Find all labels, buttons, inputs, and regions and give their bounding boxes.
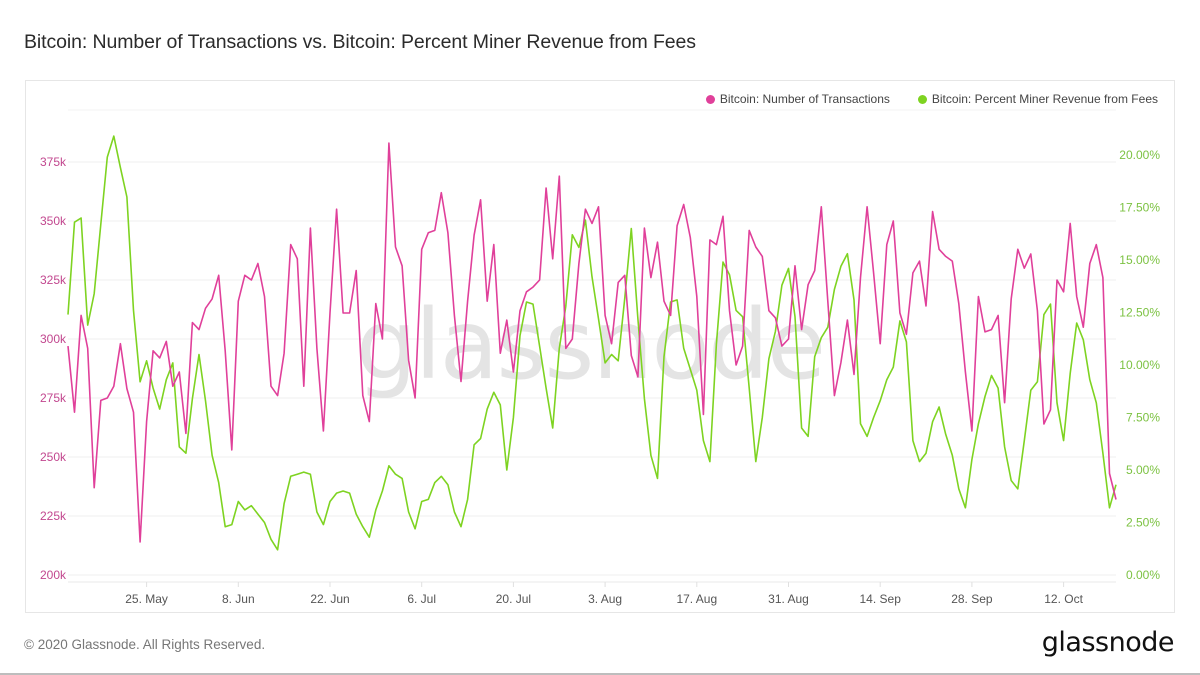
x-axis-tick-label: 25. May bbox=[125, 592, 168, 606]
right-axis-tick-label: 15.00% bbox=[1119, 253, 1160, 267]
x-axis-tick-label: 8. Jun bbox=[222, 592, 255, 606]
x-axis-tick-label: 6. Jul bbox=[407, 592, 436, 606]
right-axis-tick-label: 7.50% bbox=[1126, 411, 1160, 425]
x-axis-ticks: 25. May 8. Jun 22. Jun 6. Jul 20. Jul 3. Aug 1… bbox=[125, 582, 1084, 606]
right-axis-tick-label: 0.00% bbox=[1126, 568, 1160, 582]
x-axis-tick-label: 12. Oct bbox=[1044, 592, 1083, 606]
left-axis-tick-label: 225k bbox=[40, 509, 67, 523]
left-axis-tick-label: 200k bbox=[40, 568, 67, 582]
legend-label-fees: Bitcoin: Percent Miner Revenue from Fees bbox=[931, 92, 1158, 106]
x-axis-tick-label: 20. Jul bbox=[496, 592, 531, 606]
glassnode-logo[interactable]: glassnode bbox=[1041, 627, 1175, 658]
right-axis-tick-label: 17.50% bbox=[1119, 201, 1160, 215]
right-axis-tick-label: 10.00% bbox=[1119, 358, 1160, 372]
left-axis-tick-label: 375k bbox=[40, 155, 67, 169]
legend-label-transactions: Bitcoin: Number of Transactions bbox=[719, 92, 890, 106]
x-axis-tick-label: 28. Sep bbox=[951, 592, 993, 606]
chart-title: Bitcoin: Number of Transactions vs. Bitc… bbox=[24, 31, 696, 53]
x-axis-tick-label: 3. Aug bbox=[588, 592, 622, 606]
right-axis-tick-label: 20.00% bbox=[1119, 148, 1160, 162]
left-axis-tick-label: 275k bbox=[40, 391, 67, 405]
right-axis-tick-label: 12.50% bbox=[1119, 306, 1160, 320]
watermark: glassnode bbox=[356, 289, 824, 401]
left-axis-ticks: 200k 225k 250k 275k 300k 325k 350k 375k bbox=[40, 155, 67, 582]
chart-frame bbox=[25, 80, 1175, 613]
x-axis-tick-label: 14. Sep bbox=[860, 592, 902, 606]
x-axis-tick-label: 31. Aug bbox=[768, 592, 809, 606]
left-axis-tick-label: 300k bbox=[40, 332, 67, 346]
series-line-transactions bbox=[67, 142, 1117, 543]
right-axis-tick-label: 2.50% bbox=[1126, 516, 1160, 530]
left-axis-tick-label: 250k bbox=[40, 450, 67, 464]
right-axis-tick-label: 5.00% bbox=[1126, 463, 1160, 477]
x-axis-tick-label: 17. Aug bbox=[676, 592, 717, 606]
series-lines bbox=[67, 135, 1117, 551]
chart-legend: Bitcoin: Number of Transactions Bitcoin:… bbox=[705, 92, 1158, 106]
copyright-text: © 2020 Glassnode. All Rights Reserved. bbox=[24, 637, 266, 652]
legend-item-fees[interactable]: Bitcoin: Percent Miner Revenue from Fees bbox=[917, 92, 1158, 106]
legend-dot-transactions-icon bbox=[705, 94, 715, 104]
right-axis-ticks: 0.00% 2.50% 5.00% 7.50% 10.00% 12.50% 15.00% 17… bbox=[1119, 148, 1160, 582]
legend-item-transactions[interactable]: Bitcoin: Number of Transactions bbox=[705, 92, 890, 106]
series-line-fee-percent bbox=[67, 135, 1117, 551]
x-axis-tick-label: 22. Jun bbox=[310, 592, 349, 606]
left-axis-tick-label: 325k bbox=[40, 273, 67, 287]
legend-dot-fees-icon bbox=[917, 94, 927, 104]
bottom-divider bbox=[0, 673, 1200, 675]
left-axis-tick-label: 350k bbox=[40, 214, 67, 228]
